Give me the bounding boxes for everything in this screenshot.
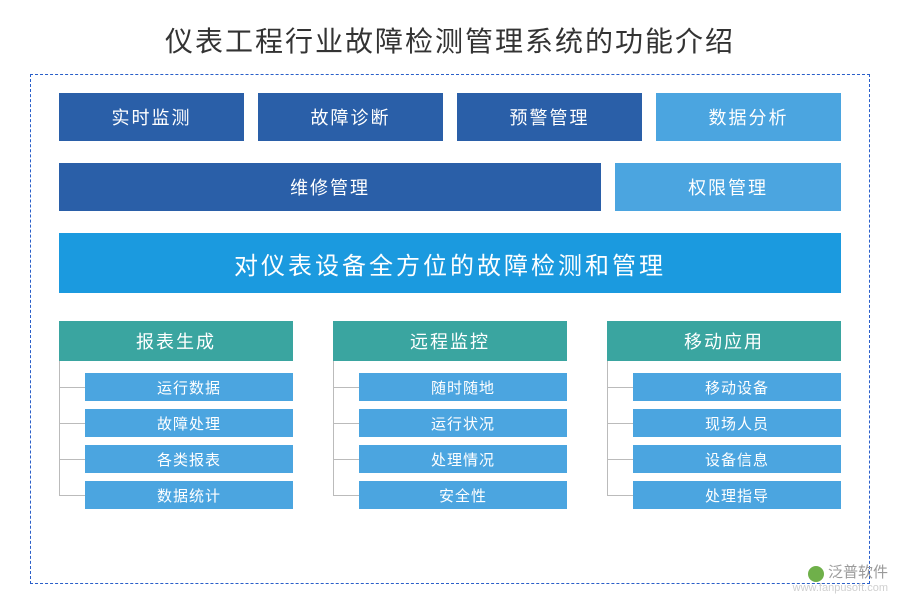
feature-permission-management: 权限管理 xyxy=(615,163,841,211)
tree-remote: 远程监控 随时随地 运行状况 处理情况 安全性 xyxy=(333,321,567,517)
tree-mobile: 移动应用 移动设备 现场人员 设备信息 处理指导 xyxy=(607,321,841,517)
tree-row: 报表生成 运行数据 故障处理 各类报表 数据统计 远程监控 随时随地 运行状况 … xyxy=(59,321,841,517)
tree-head-mobile: 移动应用 xyxy=(607,321,841,361)
feature-realtime-monitor: 实时监测 xyxy=(59,93,244,141)
feature-row-2: 维修管理 权限管理 xyxy=(59,163,841,211)
feature-fault-diagnosis: 故障诊断 xyxy=(258,93,443,141)
tree-subs-report: 运行数据 故障处理 各类报表 数据统计 xyxy=(59,373,293,509)
tree-head-remote: 远程监控 xyxy=(333,321,567,361)
watermark-logo-icon xyxy=(808,566,824,582)
sub-item: 处理指导 xyxy=(633,481,841,509)
watermark-brand-text: 泛普软件 xyxy=(828,565,888,582)
tree-report: 报表生成 运行数据 故障处理 各类报表 数据统计 xyxy=(59,321,293,517)
sub-item: 移动设备 xyxy=(633,373,841,401)
sub-item: 运行数据 xyxy=(85,373,293,401)
summary-banner: 对仪表设备全方位的故障检测和管理 xyxy=(59,233,841,293)
tree-vline xyxy=(333,361,334,495)
tree-vline xyxy=(59,361,60,495)
feature-data-analysis: 数据分析 xyxy=(656,93,841,141)
content-frame: 实时监测 故障诊断 预警管理 数据分析 维修管理 权限管理 对仪表设备全方位的故… xyxy=(30,74,870,584)
sub-item: 故障处理 xyxy=(85,409,293,437)
sub-item: 处理情况 xyxy=(359,445,567,473)
sub-item: 各类报表 xyxy=(85,445,293,473)
sub-item: 设备信息 xyxy=(633,445,841,473)
sub-item: 安全性 xyxy=(359,481,567,509)
sub-item: 运行状况 xyxy=(359,409,567,437)
tree-vline xyxy=(607,361,608,495)
watermark-brand: 泛普软件 xyxy=(808,565,888,582)
watermark-url: www.fanpusoft.com xyxy=(793,582,888,594)
sub-item: 随时随地 xyxy=(359,373,567,401)
feature-row-1: 实时监测 故障诊断 预警管理 数据分析 xyxy=(59,93,841,141)
tree-subs-mobile: 移动设备 现场人员 设备信息 处理指导 xyxy=(607,373,841,509)
tree-head-report: 报表生成 xyxy=(59,321,293,361)
feature-alert-management: 预警管理 xyxy=(457,93,642,141)
sub-item: 现场人员 xyxy=(633,409,841,437)
tree-subs-remote: 随时随地 运行状况 处理情况 安全性 xyxy=(333,373,567,509)
sub-item: 数据统计 xyxy=(85,481,293,509)
watermark: 泛普软件 www.fanpusoft.com xyxy=(793,565,888,594)
feature-repair-management: 维修管理 xyxy=(59,163,601,211)
page-title: 仪表工程行业故障检测管理系统的功能介绍 xyxy=(0,0,900,74)
